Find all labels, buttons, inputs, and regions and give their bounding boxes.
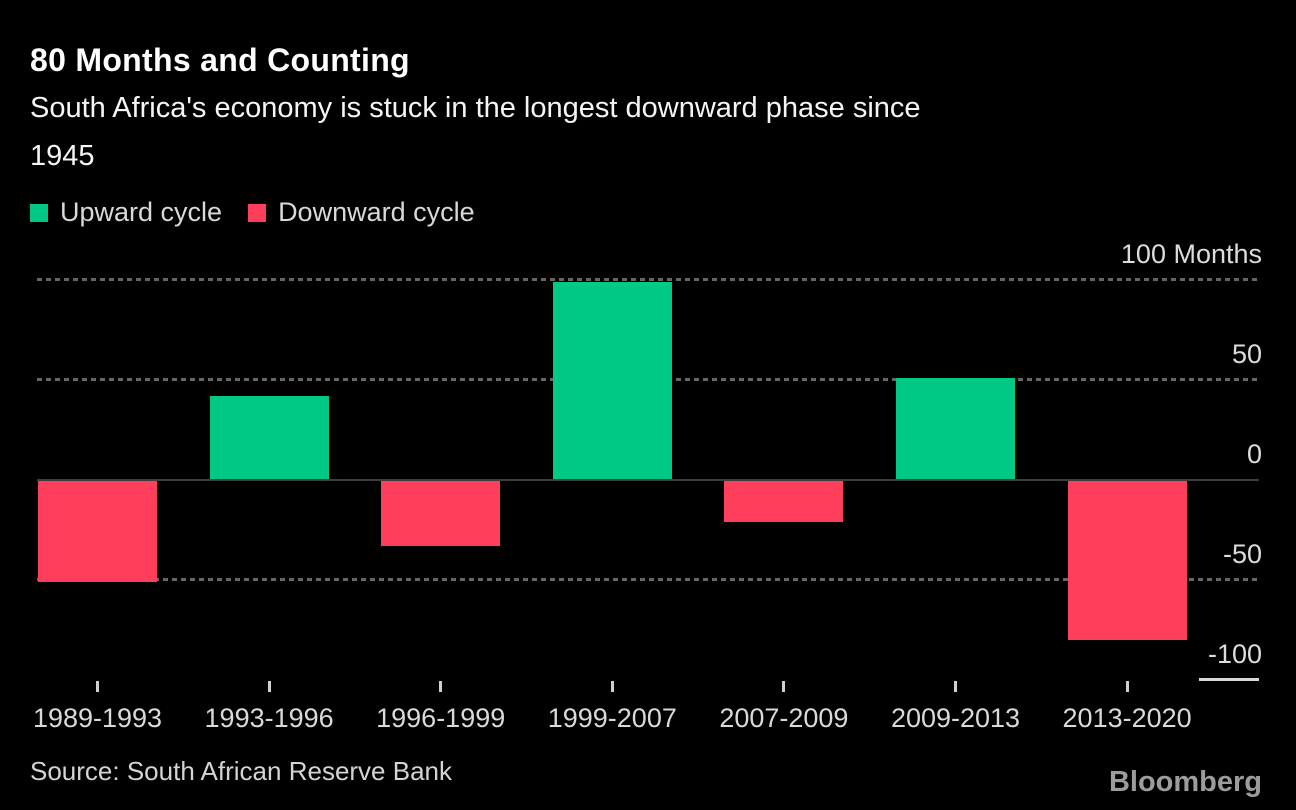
axis-edge-line (1199, 678, 1259, 681)
bar (209, 396, 329, 480)
x-tick-label: 2013-2020 (1062, 703, 1192, 733)
chart-subtitle-line: South Africa's economy is stuck in the l… (30, 92, 921, 124)
legend-label: Upward cycle (60, 197, 223, 227)
x-tick-mark (439, 681, 443, 692)
y-tick-label: -50 (1222, 539, 1262, 569)
bloomberg-logo: Bloomberg (1108, 766, 1262, 798)
legend-item: Downward cycle (248, 197, 475, 228)
bar (1067, 480, 1187, 640)
legend-label: Downward cycle (278, 197, 475, 227)
legend-swatch (30, 203, 48, 222)
x-tick-label: 2007-2009 (719, 703, 849, 733)
bar (381, 480, 501, 546)
x-tick-label: 1996-1999 (376, 703, 506, 733)
y-tick-label: 100 Months (1120, 239, 1262, 269)
bar (38, 480, 157, 582)
legend-swatch (248, 203, 267, 222)
source-note: Source: South African Reserve Bank (30, 756, 453, 786)
x-tick-mark (96, 681, 99, 692)
bar (724, 480, 844, 522)
x-tick-label: 1999-2007 (547, 703, 677, 733)
bar (896, 378, 1015, 480)
x-tick-mark (954, 681, 957, 692)
chart-subtitle-line: 1945 (30, 140, 95, 172)
y-tick-label: 0 (1246, 439, 1262, 469)
x-tick-mark (610, 681, 614, 692)
gridline (37, 278, 1259, 281)
x-tick-label: 2009-2013 (890, 703, 1021, 733)
x-tick-mark (782, 681, 786, 692)
bar (552, 282, 672, 480)
legend-item: Upward cycle (30, 197, 222, 228)
zero-line (37, 479, 1259, 481)
legend: Upward cycle Downward cycle (30, 197, 475, 228)
chart-title: 80 Months and Counting (30, 42, 410, 78)
gridline (37, 578, 1259, 581)
chart-subtitle: South Africa's economy is stuck in the l… (30, 84, 921, 180)
x-tick-label: 1993-1996 (204, 703, 334, 733)
x-tick-mark (267, 681, 271, 692)
y-tick-label: -100 (1207, 639, 1262, 669)
x-tick-mark (1125, 681, 1129, 692)
y-tick-label: 50 (1231, 339, 1262, 369)
x-tick-label: 1989-1993 (32, 703, 163, 733)
